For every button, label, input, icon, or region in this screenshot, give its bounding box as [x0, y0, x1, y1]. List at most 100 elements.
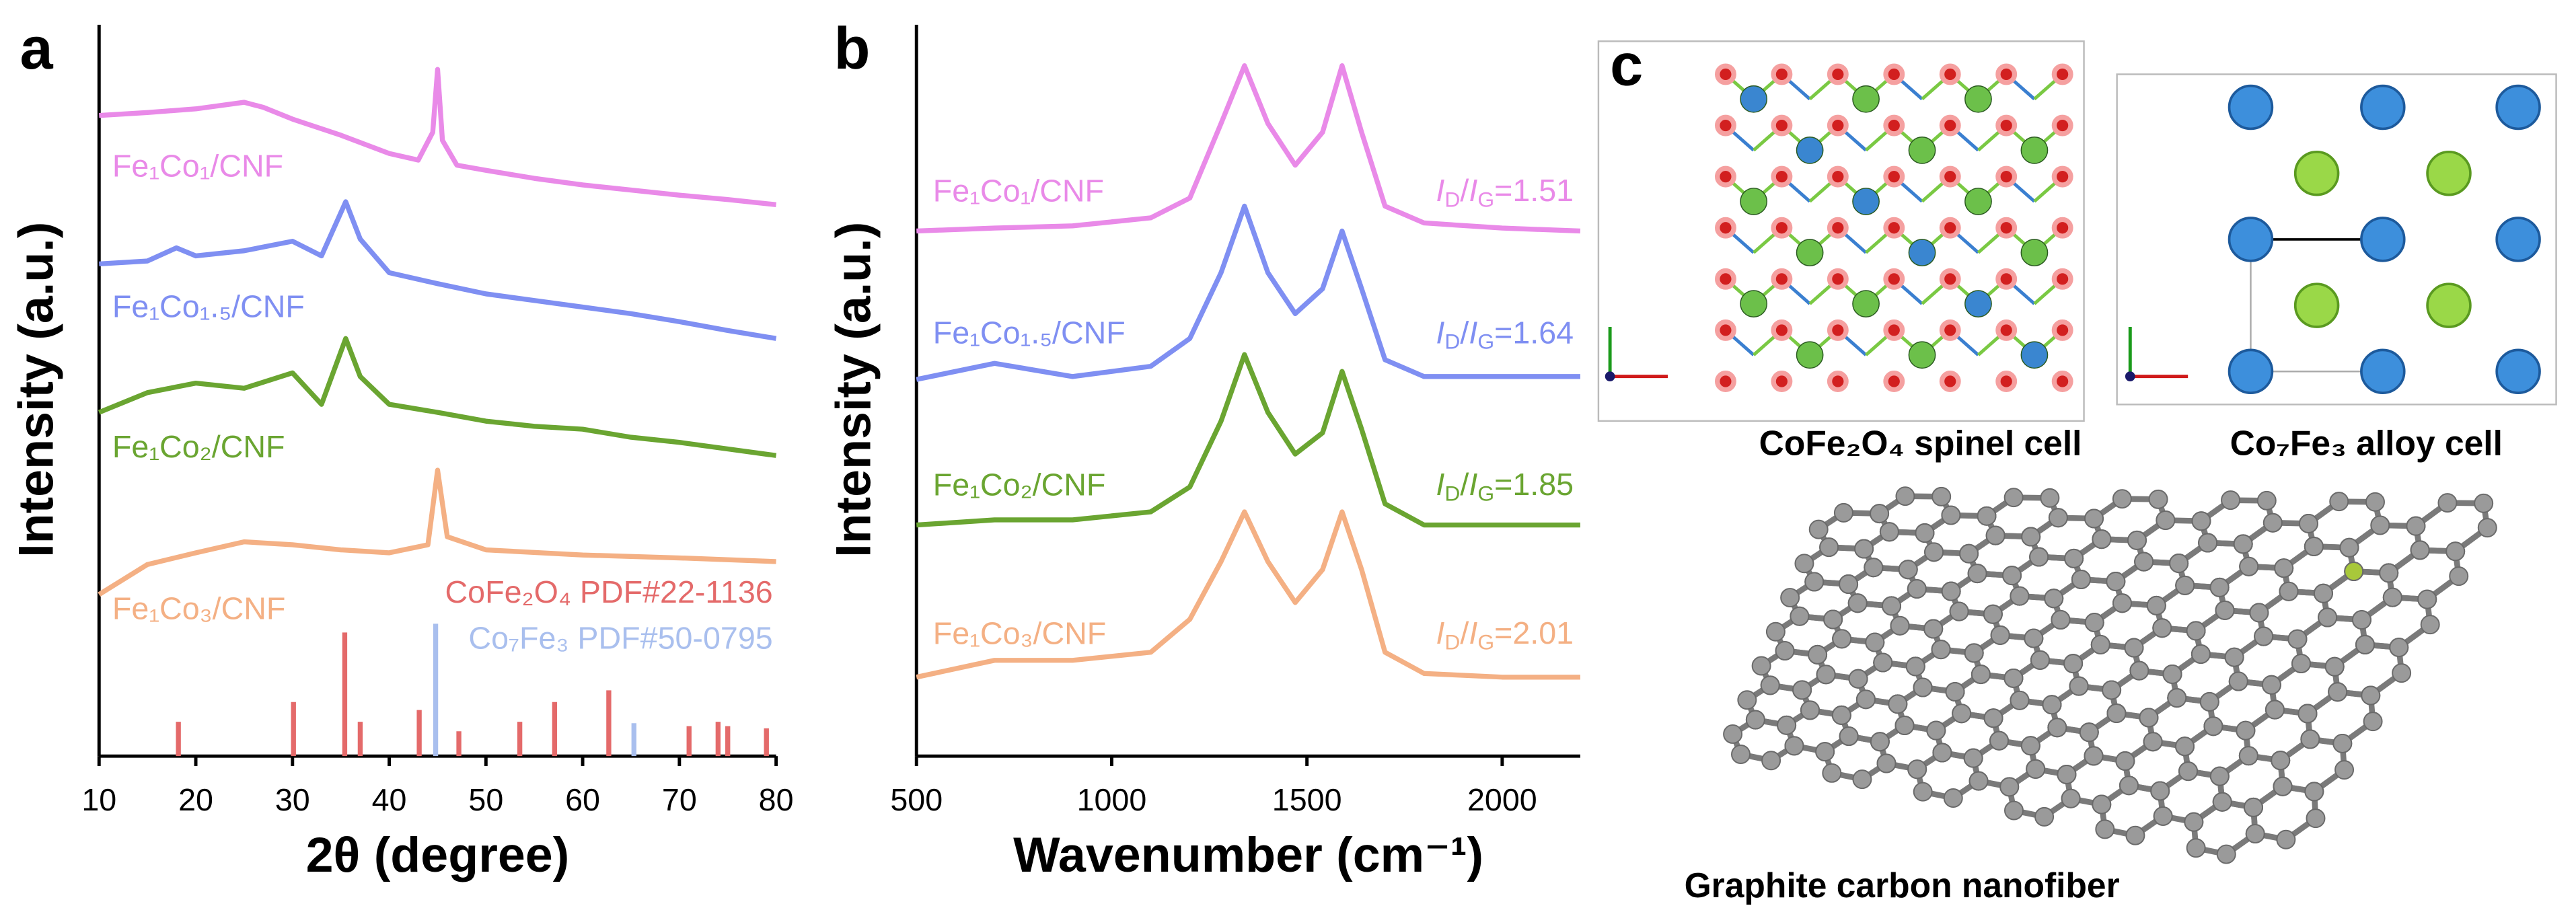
carbon-atom: [2297, 704, 2318, 724]
metal-atom: [1796, 136, 1824, 164]
carbon-atom: [1959, 543, 1979, 564]
spectrum-line: [916, 352, 1580, 528]
carbon-atom: [2318, 607, 2338, 628]
oxygen-atom: [1771, 217, 1793, 239]
carbon-atom: [1731, 744, 1751, 764]
carbon-atom: [2437, 493, 2458, 513]
carbon-atom: [2127, 530, 2147, 550]
carbon-atom: [2216, 844, 2236, 864]
carbon-atom: [2024, 628, 2044, 648]
ratio-label-part: I: [1469, 467, 1477, 502]
metal-atom: [2020, 136, 2049, 164]
metal-atom: [1908, 136, 1936, 164]
carbon-atom: [2102, 680, 2122, 700]
carbon-atom: [2051, 609, 2071, 630]
carbon-atom: [1800, 700, 1820, 720]
carbon-atom: [2332, 733, 2353, 753]
carbon-atom: [2209, 766, 2230, 786]
carbon-atom: [2106, 572, 2126, 591]
carbon-atom: [1723, 724, 1743, 744]
ratio-label-part: =: [1494, 615, 1512, 650]
carbon-atom: [2254, 626, 2274, 646]
carbon-atom: [2477, 518, 2497, 538]
carbon-atom: [1890, 615, 1910, 636]
ratio-label: ID/IG=2.01: [1436, 615, 1574, 654]
carbon-atom: [2186, 621, 2206, 641]
oxygen-atom: [1939, 371, 1961, 392]
carbon-atom: [2071, 570, 2091, 590]
spectrum-line: [916, 63, 1581, 234]
carbon-atom: [2143, 732, 2163, 752]
ratio-label-part: I: [1469, 315, 1477, 350]
carbon-atom: [1963, 748, 1983, 768]
carbon-atom: [2238, 746, 2258, 766]
oxygen-atom: [1995, 63, 2018, 85]
carbon-atom: [1913, 782, 1933, 802]
carbon-atom: [1926, 720, 1946, 741]
carbon-atom: [1870, 504, 1890, 524]
carbon-atom: [2276, 829, 2296, 849]
oxygen-atom: [1883, 371, 1905, 392]
carbon-atom: [2274, 558, 2294, 578]
oxygen-atom: [2051, 371, 2073, 392]
x-tick-label: 2000: [1467, 782, 1537, 817]
metal-atom: [1964, 188, 1992, 215]
carbon-atom: [2010, 586, 2030, 606]
carbon-atom: [2139, 708, 2159, 728]
fe-atom: [2426, 282, 2472, 328]
carbon-atom: [2239, 556, 2259, 576]
carbon-atom: [2420, 615, 2440, 635]
spectrum-line: [98, 336, 777, 458]
carbon-atom: [1876, 753, 1897, 773]
carbon-atom: [2224, 647, 2244, 667]
carbon-atom: [1804, 572, 1825, 592]
carbon-atom: [2209, 577, 2230, 597]
carbon-atom: [2003, 800, 2024, 821]
carbon-atom: [2365, 492, 2385, 512]
oxygen-atom: [1883, 63, 1905, 85]
metal-atom: [1964, 290, 1992, 318]
oxygen-atom: [1939, 165, 1961, 188]
carbon-atom: [2095, 819, 2115, 839]
carbon-atom: [1870, 732, 1890, 752]
carbon-atom: [1815, 742, 1835, 762]
x-tick-label: 10: [81, 782, 116, 817]
x-tick-label: 1500: [1272, 782, 1342, 817]
oxygen-atom: [1771, 319, 1793, 341]
carbon-atom: [2304, 536, 2324, 556]
carbon-atom: [1888, 694, 1908, 714]
oxygen-atom: [1995, 371, 2018, 392]
carbon-atom: [2069, 676, 2089, 696]
carbon-atom: [2125, 825, 2145, 845]
oxygen-atom: [1827, 63, 1849, 85]
oxygen-atom: [1827, 114, 1849, 137]
fiber-caption: Graphite carbon nanofiber: [1685, 866, 2120, 905]
carbon-atom: [2026, 759, 2046, 779]
carbon-atom: [1907, 579, 1927, 599]
carbon-atom: [2047, 718, 2067, 738]
oxygen-atom: [1883, 319, 1905, 341]
carbon-atom: [2152, 618, 2172, 638]
carbon-atom: [1882, 596, 1901, 616]
carbon-atom: [1990, 625, 2010, 645]
spectrum-line: [98, 467, 776, 597]
ratio-label-part: G: [1477, 482, 1494, 506]
carbon-atom: [2124, 638, 2144, 658]
oxygen-atom: [1939, 319, 1961, 341]
carbon-atom: [2379, 563, 2399, 583]
reference-label: CoFe₂O₄ PDF#22-1136: [445, 574, 773, 609]
ratio-label-part: G: [1477, 630, 1494, 654]
metal-atom: [1740, 290, 1768, 318]
ratio-label-part: =: [1494, 315, 1512, 350]
carbon-atom: [1879, 522, 1899, 542]
spinel-caption: CoFe₂O₄ spinel cell: [1759, 423, 2082, 462]
carbon-atom: [2034, 806, 2055, 827]
carbon-atom: [1971, 665, 1991, 685]
fe-atom: [2293, 150, 2340, 196]
carbon-atom: [2329, 492, 2349, 512]
carbon-atom: [2057, 765, 2077, 785]
carbon-atom: [1852, 769, 1872, 790]
carbon-atom: [1895, 486, 1915, 506]
oxygen-atom: [1939, 217, 1961, 239]
ratio-label: ID/IG=1.64: [1436, 315, 1574, 354]
